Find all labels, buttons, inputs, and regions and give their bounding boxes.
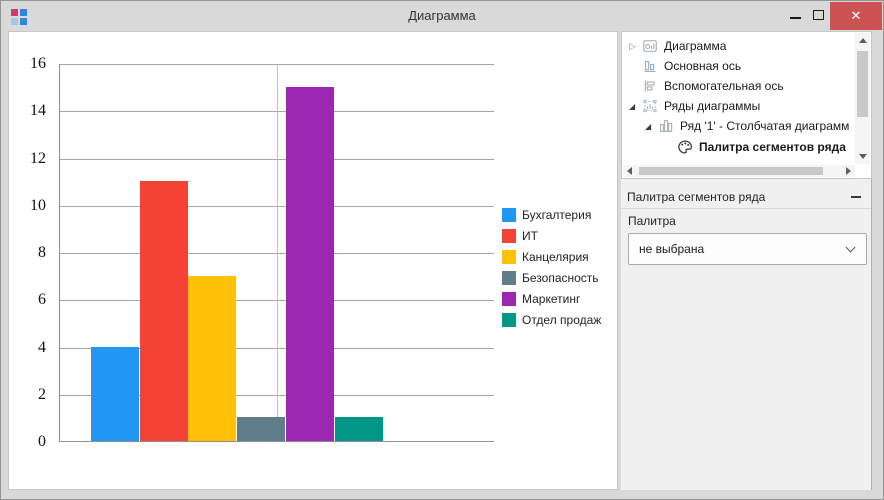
legend-swatch [502,291,516,306]
minus-icon [851,196,861,198]
legend-swatch [502,249,516,264]
legend-label: ИТ [522,228,538,243]
legend-item: ИТ [502,225,601,246]
y-tick-label: 4 [38,338,46,356]
legend-swatch [502,312,516,327]
bar-ИТ [140,181,188,441]
chart-structure-tree: Диаграмма Основная ось [621,31,872,179]
tree-item-label: Палитра сегментов ряда [699,140,846,154]
app-icon-square [20,18,27,25]
legend-swatch [502,270,516,285]
maximize-button[interactable] [807,7,831,25]
primary-axis-icon [644,60,656,72]
plot-area [59,64,494,442]
palette-dropdown-value: не выбрана [639,242,705,256]
tree-item-label: Ряд '1' - Столбчатая диаграмм [680,119,850,133]
title-bar: Диаграмма ✕ [1,1,883,31]
legend-swatch [502,228,516,243]
scroll-down-icon[interactable] [859,154,867,159]
scroll-right-icon[interactable] [846,167,851,175]
chart-panel: 0 2 4 6 8 10 12 14 16 Бухгалтерия ИТ Канцелярия Без… [8,31,618,490]
properties-header-label: Палитра сегментов ряда [627,190,766,204]
bar-Отдел продаж [335,417,383,441]
y-tick-label: 16 [30,55,46,72]
tree-item-label: Диаграмма [664,39,727,53]
tree-item-label: Вспомогательная ось [664,79,784,93]
tree-horizontal-scrollbar[interactable] [623,165,855,177]
legend-swatch [502,207,516,222]
tree-item-secondary-axis[interactable]: Вспомогательная ось [622,76,855,96]
minimize-icon [790,17,801,19]
palette-dropdown[interactable]: не выбрана [628,233,867,265]
y-tick-label: 0 [38,433,46,450]
scroll-up-icon[interactable] [859,38,867,43]
tree-item-chart[interactable]: Диаграмма [622,36,855,56]
legend-item: Отдел продаж [502,309,601,330]
y-tick-label: 14 [30,102,46,120]
app-icon-square [20,9,27,16]
app-icon-square [11,9,18,16]
close-button[interactable]: ✕ [830,2,882,30]
window-title: Диаграмма [408,8,476,23]
legend-label: Маркетинг [522,291,581,306]
y-tick-label: 8 [38,244,46,261]
collapse-panel-button[interactable] [851,196,863,200]
tree-item-segment-palette[interactable]: Палитра сегментов ряда [622,136,855,158]
tree-item-label: Ряды диаграммы [664,99,761,113]
y-tick-label: 12 [30,149,46,167]
y-axis-ticks: 0 2 4 6 8 10 12 14 16 [9,55,53,450]
series-group-icon [643,99,657,113]
bar-Канцелярия [188,275,236,441]
chart-thumbnail-icon [643,40,657,52]
app-icon [11,9,27,25]
bar-Безопасность [237,417,285,441]
scroll-left-icon[interactable] [627,167,632,175]
tree-rows: Диаграмма Основная ось [622,36,855,165]
legend-label: Канцелярия [522,249,589,264]
tree-item-series-1[interactable]: Ряд '1' - Столбчатая диаграмм [622,116,855,136]
legend-item: Маркетинг [502,288,601,309]
bar-Маркетинг [286,86,334,441]
properties-header: Палитра сегментов ряда [621,186,871,209]
expander-icon[interactable] [629,96,642,117]
v-gridline [277,64,278,441]
expander-icon[interactable] [645,116,658,137]
y-tick-label: 6 [38,291,46,309]
expander-icon[interactable] [629,36,642,56]
tree-item-series-group[interactable]: Ряды диаграммы [622,96,855,116]
structure-panel: Диаграмма Основная ось [621,31,872,490]
legend-item: Безопасность [502,267,601,288]
secondary-axis-icon [644,80,655,92]
palette-icon [678,140,693,154]
legend-item: Бухгалтерия [502,204,601,225]
y-tick-label: 2 [38,385,46,403]
legend-label: Безопасность [522,270,599,285]
tree-item-primary-axis[interactable]: Основная ось [622,56,855,76]
legend-label: Бухгалтерия [522,207,592,222]
minimize-button[interactable] [785,7,809,25]
chart-legend: Бухгалтерия ИТ Канцелярия Безопасность Марке… [502,204,601,330]
legend-label: Отдел продаж [522,312,602,327]
palette-field-label: Палитра [628,214,676,228]
bar-Бухгалтерия [91,346,139,441]
tree-item-label: Основная ось [664,59,742,73]
chevron-down-icon [845,242,856,253]
app-icon-square [11,18,18,25]
column-series-icon [659,119,673,133]
y-tick-label: 10 [30,196,46,214]
vertical-scrollbar-thumb[interactable] [857,51,868,117]
legend-item: Канцелярия [502,246,601,267]
maximize-icon [813,10,824,20]
horizontal-scrollbar-thumb[interactable] [639,167,823,175]
tree-vertical-scrollbar[interactable] [855,33,870,164]
